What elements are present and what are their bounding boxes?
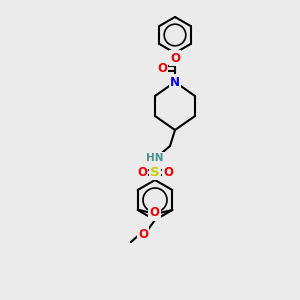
Text: N: N: [170, 76, 180, 88]
Text: O: O: [163, 166, 173, 178]
Text: O: O: [137, 166, 147, 178]
Text: S: S: [150, 166, 160, 178]
Text: N: N: [170, 76, 180, 88]
Text: O: O: [149, 206, 159, 220]
Text: O: O: [170, 52, 180, 64]
Text: O: O: [157, 61, 167, 74]
Text: O: O: [138, 227, 148, 241]
Text: HN: HN: [146, 153, 164, 163]
